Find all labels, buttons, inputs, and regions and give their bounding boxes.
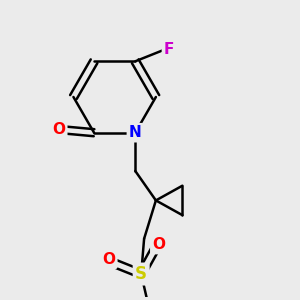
Text: S: S (135, 265, 147, 283)
Text: O: O (102, 252, 115, 267)
Text: O: O (152, 237, 165, 252)
Text: O: O (52, 122, 65, 137)
Text: N: N (129, 125, 142, 140)
Text: F: F (164, 42, 174, 57)
